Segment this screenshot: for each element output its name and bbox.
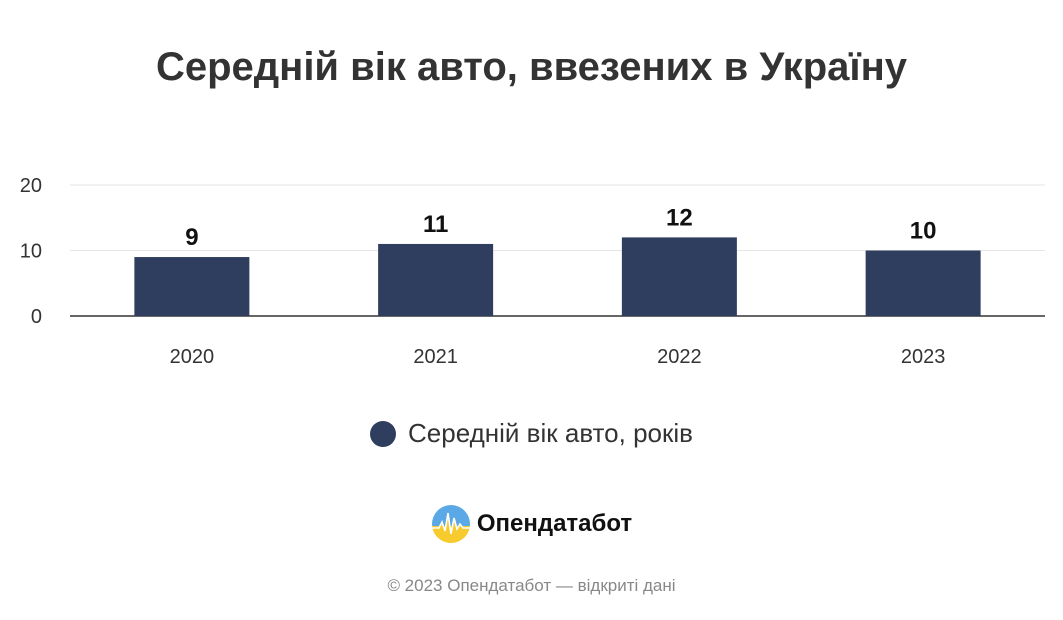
brand[interactable]: Опендатабот bbox=[0, 504, 1063, 544]
y-tick-label: 10 bbox=[20, 241, 42, 263]
bar-2021[interactable] bbox=[378, 243, 494, 316]
chart-title: Середній вік авто, ввезених в Україну bbox=[155, 45, 908, 89]
x-tick-label: 2022 bbox=[657, 346, 702, 368]
footer-copyright: © 2023 Опендатабот — відкриті дані bbox=[387, 576, 676, 595]
data-label: 9 bbox=[185, 224, 198, 251]
bar-2023[interactable] bbox=[865, 250, 981, 317]
legend[interactable]: Середній вік авто, років bbox=[0, 418, 1063, 449]
data-label: 11 bbox=[423, 211, 448, 238]
brand-name: Опендатабот bbox=[476, 510, 633, 537]
y-tick-label: 20 bbox=[20, 175, 42, 197]
x-tick-label: 2020 bbox=[170, 346, 215, 368]
data-labels: 9 11 12 10 bbox=[185, 204, 936, 251]
bar-chart: 0 10 20 9 11 12 10 2020 2021 2022 2023 bbox=[20, 175, 1045, 368]
x-axis-ticks: 2020 2021 2022 2023 bbox=[170, 346, 946, 368]
x-tick-label: 2023 bbox=[901, 346, 946, 368]
bars bbox=[134, 237, 981, 317]
y-axis-ticks: 0 10 20 bbox=[20, 175, 42, 328]
y-tick-label: 0 bbox=[31, 306, 42, 328]
legend-marker-icon bbox=[370, 420, 397, 447]
legend-label: Середній вік авто, років bbox=[408, 418, 693, 448]
bar-2022[interactable] bbox=[621, 237, 737, 316]
bar-2020[interactable] bbox=[134, 257, 250, 316]
data-label: 10 bbox=[910, 218, 937, 245]
x-tick-label: 2021 bbox=[413, 346, 458, 368]
data-label: 12 bbox=[666, 204, 693, 231]
opendatabot-logo-icon bbox=[431, 505, 470, 543]
